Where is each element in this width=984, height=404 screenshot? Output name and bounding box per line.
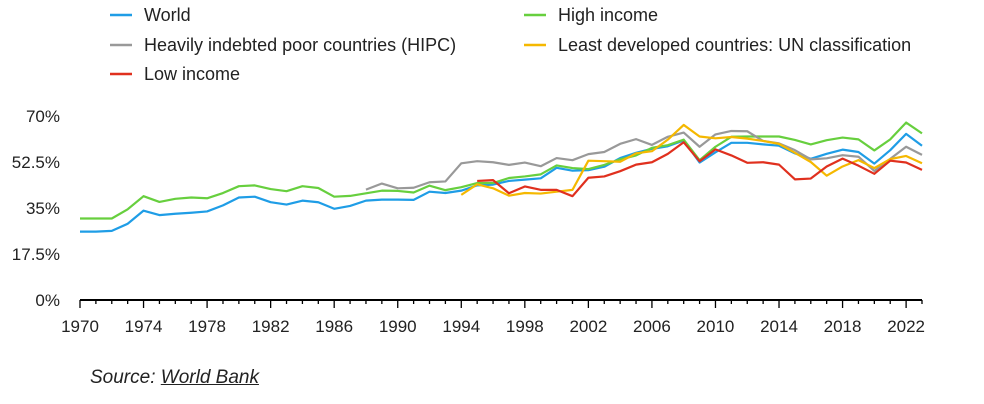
legend-label: Heavily indebted poor countries (HIPC): [144, 35, 456, 55]
source-note: Source: World Bank: [90, 367, 259, 389]
series-line: [477, 141, 923, 198]
y-axis: 0% 17.5% 35% 52.5% 70%: [12, 107, 60, 310]
y-tick-label: 35%: [26, 199, 60, 218]
source-prefix: Source:: [90, 367, 161, 388]
legend-label: Low income: [144, 64, 240, 84]
x-tick-label: 2014: [760, 317, 798, 336]
series-line: [460, 123, 923, 197]
series-line: [80, 121, 923, 220]
y-tick-label: 17.5%: [12, 245, 60, 264]
series-line: [80, 132, 923, 233]
legend-label: High income: [558, 5, 658, 25]
legend: World High income Heavily indebted poor co…: [110, 5, 911, 84]
legend-label: Least developed countries: UN classifica…: [558, 35, 911, 55]
plot-area: [80, 121, 923, 233]
x-tick-label: 1974: [125, 317, 163, 336]
x-tick-label: 1994: [442, 317, 480, 336]
x-axis: 1970 1974 1978 1982 1986 1990 1994 1998 2002 2006…: [61, 299, 925, 336]
x-tick-label: 1982: [252, 317, 290, 336]
x-tick-label: 1970: [61, 317, 99, 336]
x-tick-label: 2006: [633, 317, 671, 336]
x-tick-label: 1986: [315, 317, 353, 336]
y-tick-label: 0%: [35, 291, 60, 310]
y-tick-label: 52.5%: [12, 153, 60, 172]
legend-label: World: [144, 5, 191, 25]
x-tick-label: 1978: [188, 317, 226, 336]
x-tick-label: 2002: [569, 317, 607, 336]
series-line: [365, 129, 923, 191]
x-tick-label: 2022: [887, 317, 925, 336]
x-tick-label: 1998: [506, 317, 544, 336]
x-tick-label: 1990: [379, 317, 417, 336]
x-tick-label: 2018: [824, 317, 862, 336]
x-tick-label: 2010: [697, 317, 735, 336]
y-tick-label: 70%: [26, 107, 60, 126]
source-link[interactable]: World Bank: [160, 367, 259, 388]
